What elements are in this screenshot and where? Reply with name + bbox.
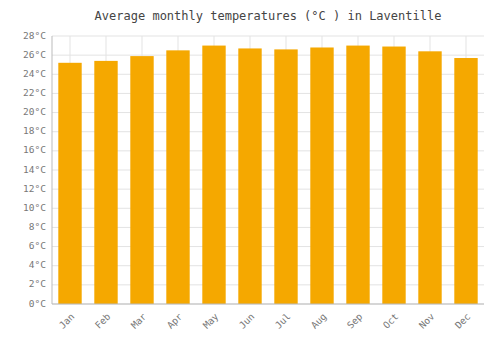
y-tick-label: 20°C (23, 106, 46, 117)
bar (382, 47, 405, 304)
y-tick-label: 16°C (23, 144, 46, 155)
y-tick-label: 6°C (29, 240, 46, 251)
x-tick-label: Oct (381, 311, 401, 331)
x-axis-line (52, 304, 484, 305)
y-tick-label: 4°C (29, 259, 46, 270)
x-tick-label: Jul (273, 311, 293, 331)
bar (310, 47, 333, 304)
bars (58, 46, 477, 304)
y-axis-line (52, 36, 53, 304)
x-tick-label: Mar (129, 311, 149, 331)
y-tick-label: 2°C (29, 278, 46, 289)
bar (94, 61, 117, 304)
bar (238, 48, 261, 304)
x-tick-label: Aug (309, 311, 329, 331)
grid (52, 36, 484, 304)
x-tick-label: Jan (57, 311, 77, 331)
y-tick-label: 0°C (29, 298, 46, 309)
title: Average monthly temperatures (°C ) in La… (95, 9, 442, 23)
y-tick-label: 26°C (23, 49, 46, 60)
y-tick-label: 22°C (23, 87, 46, 98)
y-tick-label: 14°C (23, 164, 46, 175)
x-tick-label: May (201, 311, 221, 331)
y-tick-label: 24°C (23, 68, 46, 79)
y-tick-label: 12°C (23, 183, 46, 194)
x-tick-label: Sep (345, 311, 365, 331)
chart: 0°C 2°C 4°C 6°C 8°C 10°C 12°C 14°C 16°C 18°C 20°C 2… (0, 0, 500, 350)
x-tick-label: Jun (237, 311, 257, 331)
bar (202, 46, 225, 304)
bar (454, 58, 477, 304)
y-tick-label: 10°C (23, 202, 46, 213)
y-tick-label: 28°C (23, 30, 46, 41)
bar (274, 49, 297, 304)
x-tick-label: Nov (417, 311, 437, 331)
x-tick-label: Feb (93, 311, 113, 331)
bar (418, 51, 441, 304)
y-tick-label: 18°C (23, 125, 46, 136)
y-tick-label: 8°C (29, 221, 46, 232)
bar (58, 63, 81, 304)
bar (166, 50, 189, 304)
y-grid-line (52, 36, 484, 37)
bar (346, 46, 369, 304)
x-tick-label: Apr (165, 311, 185, 331)
y-grid-line (52, 304, 484, 305)
x-tick-label: Dec (453, 311, 473, 331)
bar (130, 56, 153, 304)
